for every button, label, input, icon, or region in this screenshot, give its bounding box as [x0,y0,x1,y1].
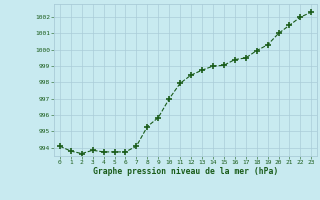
X-axis label: Graphe pression niveau de la mer (hPa): Graphe pression niveau de la mer (hPa) [93,167,278,176]
